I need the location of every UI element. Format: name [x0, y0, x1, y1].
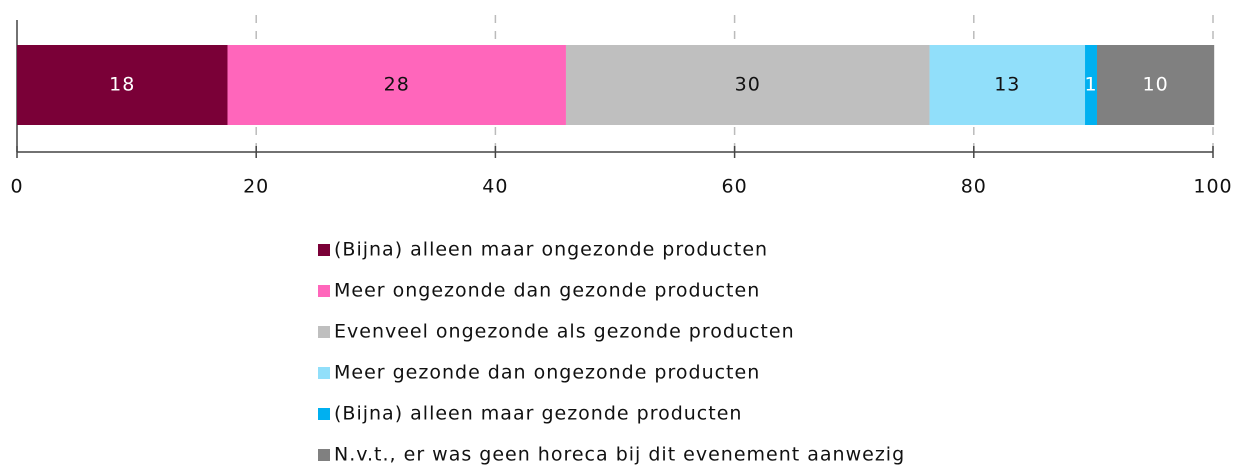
- data-label: 30: [735, 74, 761, 96]
- bar-segment: [929, 45, 1086, 125]
- x-tick-label: 60: [722, 176, 748, 198]
- legend-label: Meer gezonde dan ongezonde producten: [334, 362, 760, 384]
- legend-label: Meer ongezonde dan gezonde producten: [334, 280, 760, 302]
- legend-swatch: [318, 244, 330, 256]
- bar-segment: [1096, 45, 1215, 125]
- data-label: 28: [384, 74, 410, 96]
- legend-label: (Bijna) alleen maar ongezonde producten: [334, 239, 768, 261]
- legend-swatch: [318, 449, 330, 461]
- x-tick-label: 40: [482, 176, 508, 198]
- legend-label: (Bijna) alleen maar gezonde producten: [334, 403, 742, 425]
- bar-segment: [17, 45, 228, 125]
- bar-segment: [1085, 45, 1097, 125]
- legend-label: Evenveel ongezonde als gezonde producten: [334, 321, 795, 343]
- legend-swatch: [318, 408, 330, 420]
- legend-swatch: [318, 326, 330, 338]
- legend-swatch: [318, 367, 330, 379]
- x-tick-label: 0: [10, 176, 23, 198]
- bar-segment: [565, 45, 930, 125]
- x-tick-label: 100: [1193, 176, 1232, 198]
- x-tick-label: 20: [243, 176, 269, 198]
- data-label: 18: [109, 74, 135, 96]
- data-label: 1: [1084, 74, 1097, 96]
- data-label: 13: [994, 74, 1020, 96]
- legend-label: N.v.t., er was geen horeca bij dit evene…: [334, 444, 905, 466]
- bar-segment: [227, 45, 566, 125]
- data-label: 10: [1142, 74, 1168, 96]
- legend-swatch: [318, 285, 330, 297]
- x-tick-label: 80: [961, 176, 987, 198]
